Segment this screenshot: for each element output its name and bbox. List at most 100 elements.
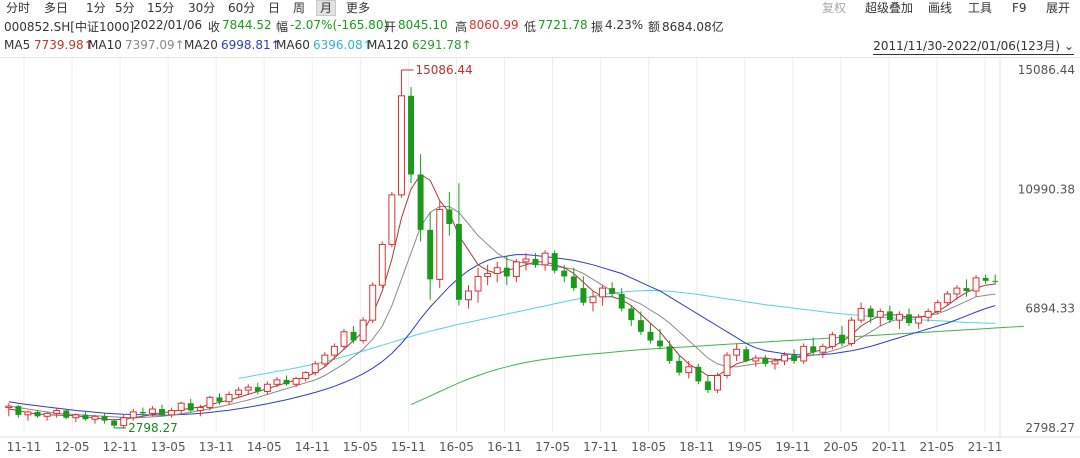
candle-body [196,407,204,411]
candle [254,382,261,395]
annotations: 15086.44 2798.27 [114,63,473,435]
candle-body [924,310,932,318]
open-label: 开 [384,20,397,34]
tab-intraday[interactable]: 分时 [6,1,31,15]
candle-body [397,95,405,196]
ma5-label: MA5 [4,38,31,52]
draw-line-button[interactable]: 画线 [928,1,953,15]
candle-body [91,415,99,420]
candle-body [273,379,281,385]
candle-body [63,410,70,418]
candle [876,308,884,326]
candle-body [752,357,760,362]
candle [378,241,386,289]
candle-body [857,308,865,321]
tab-month[interactable]: 月 [316,0,337,16]
candle [867,305,874,324]
candle [695,363,702,385]
ma5-line [8,173,996,421]
tab-30min[interactable]: 30分 [188,1,216,15]
date-range-selector[interactable]: 2011/11/30-2022/01/06(123月) ⌄ [873,37,1074,55]
amplitude-value: 4.23% [605,18,644,32]
tab-60min[interactable]: 60分 [228,1,256,15]
candle [283,375,290,386]
quote-date: 2022/01/06 [133,18,203,32]
candle [159,404,165,417]
candle-body [417,174,424,230]
candle [43,411,51,421]
candle [733,343,741,361]
candle-body [139,411,146,414]
candle [225,391,233,405]
candle [589,291,597,312]
candle-body [743,349,750,361]
super-overlay-button[interactable]: 超级叠加 [865,1,914,15]
f9-button[interactable]: F9 [1012,1,1027,15]
x-tick-label: 15-05 [343,440,378,454]
candle [771,358,779,370]
candle [53,408,61,418]
tab-15min[interactable]: 15分 [147,1,175,15]
candle-body [427,229,434,280]
tab-multiday[interactable]: 多日 [44,1,69,15]
candle-body [292,377,300,385]
x-tick-label: 21-05 [920,440,955,454]
candle [848,317,856,347]
candle-body [177,402,185,411]
candle-body [599,287,607,298]
candle-body [465,290,472,301]
candle-body [992,280,999,282]
tab-1min[interactable]: 1分 [86,1,106,15]
ma60-label: MA60 [276,38,310,52]
expand-button[interactable]: 展开 [1046,1,1071,15]
ma-lines [8,173,1024,421]
candle-body [206,396,214,409]
candle-body [522,258,530,263]
candle [647,323,654,344]
x-tick-label: 11-11 [7,440,42,454]
candle-body [906,314,912,324]
change-label: 幅 [276,20,289,34]
candle-body [666,346,673,361]
ma120-label: MA120 [367,38,409,52]
x-tick-label: 19-05 [727,440,762,454]
candle-body [408,95,414,175]
candle [493,261,501,283]
candle [723,352,731,379]
tools-button[interactable]: 工具 [968,1,993,15]
candle [810,337,817,356]
candle [657,328,663,350]
candle [139,407,146,417]
x-tick-label: 14-11 [295,440,330,454]
tab-more[interactable]: 更多 [346,1,371,15]
candle [484,264,492,286]
ma120-value: 6291.78↑ [412,38,472,52]
candle-body [915,316,923,324]
tab-5min[interactable]: 5分 [115,1,135,15]
candle [599,285,607,306]
candle-body [895,313,903,321]
candle-body [359,319,367,342]
candle-body [561,270,568,277]
candle [63,409,70,420]
x-tick-label: 21-11 [968,440,1003,454]
candle [714,372,721,393]
tab-week[interactable]: 周 [293,1,306,15]
candle-body [819,345,827,353]
candle [120,414,128,428]
date-range-text: 2011/11/30-2022/01/06(123月) [873,39,1061,53]
candle-body [302,372,310,379]
candle [791,349,798,364]
low-label: 低 [524,20,537,34]
x-tick-label: 18-05 [631,440,666,454]
candle-body [953,287,961,295]
restore-rights-button[interactable]: 复权 [822,1,847,15]
candle [216,392,223,405]
min-label: 2798.27 [128,421,178,435]
candle [244,384,252,395]
candle-body [934,302,942,312]
tab-day[interactable]: 日 [268,1,281,15]
candle-body [168,409,176,416]
candle [857,302,865,324]
